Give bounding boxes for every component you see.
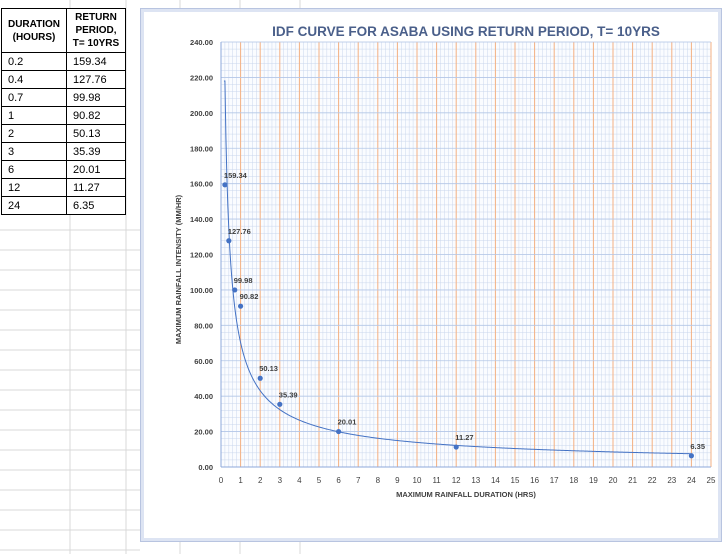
intensity-cell: 20.01 <box>66 160 126 179</box>
x-tick-label: 23 <box>667 476 676 485</box>
x-tick-label: 9 <box>395 476 400 485</box>
header-duration: DURATION (HOURS) <box>1 8 67 53</box>
data-point <box>226 238 232 244</box>
duration-cell: 0.2 <box>1 52 67 71</box>
intensity-cell: 90.82 <box>66 106 126 125</box>
chart-area[interactable]: 0.00 20.00 40.00 60.00 80.00 100.00 120.00 140.… <box>140 8 722 542</box>
data-point <box>222 182 228 188</box>
x-tick-label: 16 <box>530 476 539 485</box>
x-tick-label: 6 <box>336 476 341 485</box>
x-tick-label: 14 <box>491 476 500 485</box>
data-point <box>257 375 263 381</box>
y-axis-label: MAXIMUM RAINFALL INTENSITY (MM/HR) <box>174 194 183 344</box>
y-tick-label: 240.00 <box>190 38 213 47</box>
idf-chart: 0.00 20.00 40.00 60.00 80.00 100.00 120.00 140.… <box>174 24 716 499</box>
table-row: 0.7 99.98 <box>1 88 126 107</box>
y-tick-label: 120.00 <box>190 251 213 260</box>
y-tick-label: 100.00 <box>190 286 213 295</box>
duration-cell: 24 <box>1 196 67 215</box>
data-label: 6.35 <box>690 442 705 451</box>
intensity-cell: 11.27 <box>66 178 126 197</box>
x-tick-label: 18 <box>569 476 578 485</box>
duration-cell: 0.4 <box>1 70 67 89</box>
table-header-row: DURATION (HOURS) RETURN PERIOD, T= 10YRS <box>1 8 126 53</box>
x-tick-label: 22 <box>648 476 657 485</box>
header-return-period: RETURN PERIOD, T= 10YRS <box>66 8 126 53</box>
y-tick-label: 160.00 <box>190 180 213 189</box>
data-point <box>336 428 342 435</box>
data-label: 11.27 <box>455 433 473 442</box>
x-tick-label: 12 <box>452 476 461 485</box>
table-row: 24 6.35 <box>1 196 126 215</box>
x-tick-label: 20 <box>609 476 618 485</box>
y-tick-label: 180.00 <box>190 144 213 153</box>
data-point <box>453 444 459 450</box>
x-tick-label: 10 <box>413 476 422 485</box>
x-tick-label: 5 <box>317 476 322 485</box>
y-tick-label: 60.00 <box>194 357 213 366</box>
y-tick-label: 0.00 <box>198 463 213 472</box>
table-row: 3 35.39 <box>1 142 126 161</box>
intensity-cell: 35.39 <box>66 142 126 161</box>
x-tick-label: 21 <box>628 476 637 485</box>
data-point <box>238 303 244 309</box>
x-tick-label: 2 <box>258 476 263 485</box>
table-row: 1 90.82 <box>1 106 126 125</box>
table-row: 2 50.13 <box>1 124 126 143</box>
y-tick-label: 20.00 <box>194 428 213 437</box>
data-table: DURATION (HOURS) RETURN PERIOD, T= 10YRS… <box>1 8 126 215</box>
data-point <box>232 287 238 293</box>
x-tick-label: 11 <box>432 476 441 485</box>
x-tick-label: 24 <box>687 476 696 485</box>
data-label: 99.98 <box>234 276 253 285</box>
data-label: 90.82 <box>240 292 259 301</box>
intensity-cell: 50.13 <box>66 124 126 143</box>
table-row: 6 20.01 <box>1 160 126 179</box>
y-tick-label: 40.00 <box>194 392 213 401</box>
data-label: 35.39 <box>279 390 298 399</box>
x-tick-label: 13 <box>471 476 480 485</box>
duration-cell: 1 <box>1 106 67 125</box>
x-tick-label: 25 <box>707 476 716 485</box>
x-axis-label: MAXIMUM RAINFALL DURATION (HRS) <box>396 490 536 499</box>
table-row: 12 11.27 <box>1 178 126 197</box>
data-label: 20.01 <box>338 418 357 427</box>
major-gridlines <box>220 41 712 468</box>
x-tick-label: 15 <box>511 476 520 485</box>
data-label: 127.76 <box>228 227 251 236</box>
y-tick-label: 200.00 <box>190 109 213 118</box>
data-label: 159.34 <box>224 171 248 180</box>
x-tick-label: 19 <box>589 476 598 485</box>
x-tick-label: 1 <box>238 476 243 485</box>
duration-cell: 0.7 <box>1 88 67 107</box>
table-row: 0.4 127.76 <box>1 70 126 89</box>
duration-cell: 6 <box>1 160 67 179</box>
chart-title: IDF CURVE FOR ASABA USING RETURN PERIOD,… <box>272 24 660 39</box>
intensity-cell: 99.98 <box>66 88 126 107</box>
x-tick-label: 3 <box>278 476 283 485</box>
x-tick-label: 7 <box>356 476 361 485</box>
duration-cell: 3 <box>1 142 67 161</box>
y-tick-label: 220.00 <box>190 73 213 82</box>
y-tick-label: 80.00 <box>194 321 213 330</box>
x-tick-label: 4 <box>297 476 302 485</box>
duration-cell: 2 <box>1 124 67 143</box>
x-tick-label: 0 <box>219 476 224 485</box>
x-tick-label: 17 <box>550 476 559 485</box>
x-tick-label: 8 <box>376 476 381 485</box>
data-point <box>277 401 283 407</box>
intensity-cell: 6.35 <box>66 196 126 215</box>
intensity-cell: 159.34 <box>66 52 126 71</box>
data-point <box>688 453 695 459</box>
data-label: 50.13 <box>259 364 278 373</box>
intensity-cell: 127.76 <box>66 70 126 89</box>
y-tick-label: 140.00 <box>190 215 213 224</box>
duration-cell: 12 <box>1 178 67 197</box>
table-row: 0.2 159.34 <box>1 52 126 71</box>
